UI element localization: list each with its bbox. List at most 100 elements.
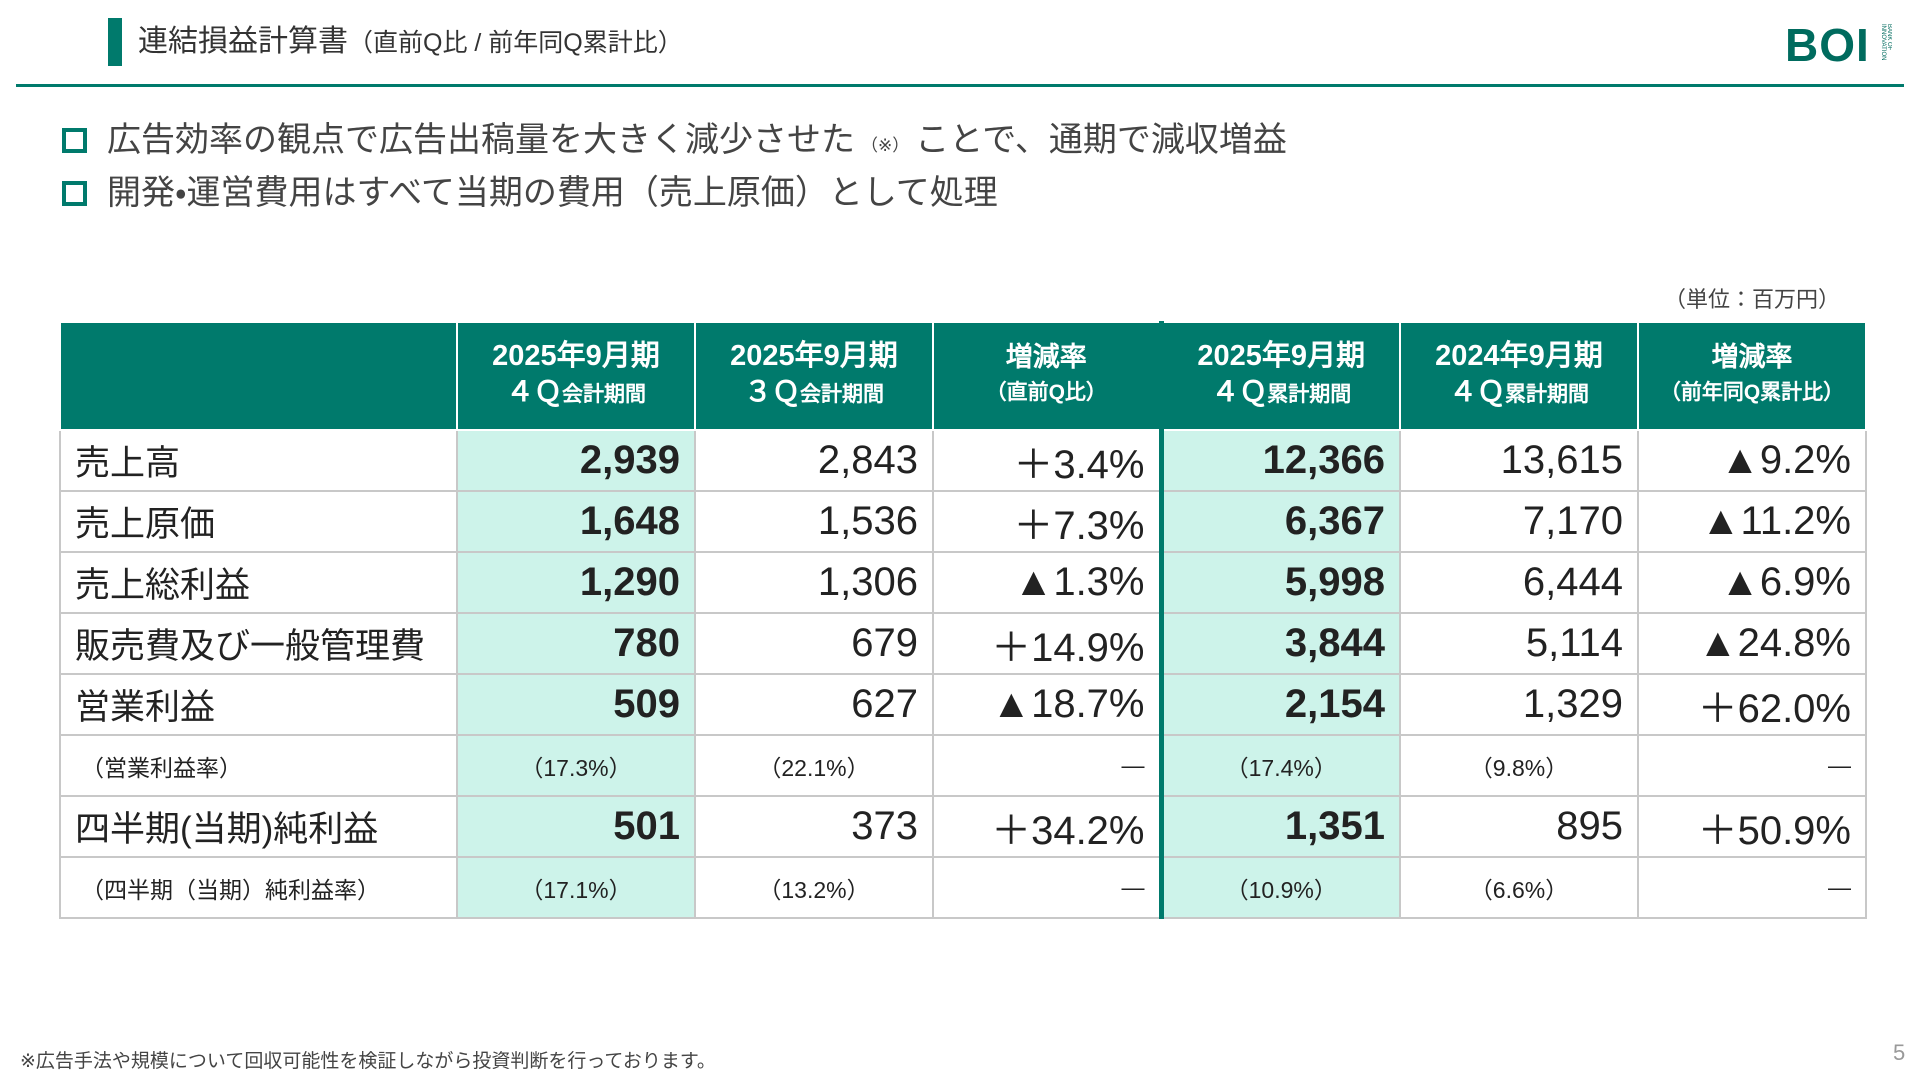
row-label: 売上原価 <box>59 490 458 553</box>
table-cell: 1,536 <box>694 490 934 553</box>
table-cell: 780 <box>456 612 696 675</box>
table-cell: 509 <box>456 673 696 736</box>
logo: BOI <box>1785 19 1870 71</box>
table-row: （四半期（当期）純利益率） （17.1%） （13.2%） — （10.9%） （6.6%… <box>59 856 1867 919</box>
column-header-line: 増減率 <box>1005 342 1087 372</box>
bullet-text: 開発・運営費用はすべて当期の費用（売上原価）として処理 <box>107 174 998 212</box>
table-cell: （17.4%） <box>1160 734 1401 797</box>
header-cell <box>59 321 458 431</box>
slide-title: 連結損益計算書（直前Q比 / 前年同Q累計比） <box>138 20 683 65</box>
table-cell: 501 <box>456 795 696 858</box>
column-header-line: 2025年9月期 <box>492 339 660 372</box>
column-header-period: （前年同Q累計比） <box>1659 381 1845 404</box>
table-cell: ＋3.4% <box>932 429 1164 492</box>
table-cell: （9.8%） <box>1399 734 1639 797</box>
page-number: 5 <box>1893 1040 1906 1065</box>
row-label: 四半期(当期)純利益 <box>59 795 458 858</box>
table-row: 販売費及び一般管理費 780 679 ＋14.9% 3,844 5,114 ▲24.8% <box>59 612 1867 675</box>
unit-label: （単位：百万円） <box>1663 287 1840 312</box>
table-cell: ＋62.0% <box>1637 673 1867 736</box>
column-header-line: 2025年9月期 <box>1197 339 1366 372</box>
table-cell: 373 <box>694 795 934 858</box>
table-cell: 2,154 <box>1160 673 1401 736</box>
table-cell: 6,367 <box>1160 490 1401 553</box>
table-cell: 1,329 <box>1399 673 1639 736</box>
table-cell: ＋50.9% <box>1637 795 1867 858</box>
title-text: 連結損益計算書 <box>138 25 348 58</box>
row-label: 売上総利益 <box>59 551 458 614</box>
table-cell: 6,444 <box>1399 551 1639 614</box>
title-subtitle: （直前Q比 / 前年同Q累計比） <box>348 29 683 57</box>
column-header: 2025年9月期 ４Ｑ会計期間 <box>456 321 696 431</box>
column-header-quarter: ４Ｑ <box>505 375 562 407</box>
column-header: 増減率 （前年同Q累計比） <box>1637 321 1867 431</box>
bullet-icon <box>62 181 87 206</box>
column-header-period: 会計期間 <box>562 382 646 406</box>
table-cell: （17.3%） <box>456 734 696 797</box>
table-cell: （10.9%） <box>1160 856 1401 919</box>
table-row: 売上原価 1,648 1,536 ＋7.3% 6,367 7,170 ▲11.2% <box>59 490 1867 553</box>
table-cell: （17.1%） <box>456 856 696 919</box>
table-cell: 1,648 <box>456 490 696 553</box>
column-header-period: 会計期間 <box>800 382 884 406</box>
column-header-quarter: ４Ｑ <box>1448 375 1505 407</box>
bullet-icon <box>62 128 87 153</box>
bullet-note: （※） <box>861 136 910 155</box>
title-accent <box>108 18 122 66</box>
row-label: （営業利益率） <box>59 734 458 797</box>
logo-tagline: BANK OF INNOVATION <box>1882 24 1892 61</box>
column-header-period: 累計期間 <box>1267 382 1352 406</box>
column-header-quarter: ３Ｑ <box>743 375 800 407</box>
bullet: 広告効率の観点で広告出稿量を大きく減少させた （※） ことで、通期で減収増益 <box>62 112 1287 161</box>
table-row: 営業利益 509 627 ▲18.7% 2,154 1,329 ＋62.0% <box>59 673 1867 736</box>
column-header-period: （直前Q比） <box>985 381 1107 404</box>
row-label: （四半期（当期）純利益率） <box>59 856 458 919</box>
table-cell: （6.6%） <box>1399 856 1639 919</box>
column-header: 増減率 （直前Q比） <box>932 321 1164 431</box>
income-table: 2025年9月期 ４Ｑ会計期間 2025年9月期 ３Ｑ会計期間 増減率 （直前Q比） 202… <box>59 321 1867 919</box>
table-cell: 7,170 <box>1399 490 1639 553</box>
table-cell: 2,843 <box>694 429 934 492</box>
table-cell: ＋14.9% <box>932 612 1164 675</box>
row-label: 売上高 <box>59 429 458 492</box>
table-cell: ▲1.3% <box>932 551 1164 614</box>
column-header-quarter: ４Ｑ <box>1211 375 1268 407</box>
table-cell: 13,615 <box>1399 429 1639 492</box>
table-cell: ＋34.2% <box>932 795 1164 858</box>
table-cell: 12,366 <box>1160 429 1401 492</box>
table-cell: 3,844 <box>1160 612 1401 675</box>
table-cell: ▲11.2% <box>1637 490 1867 553</box>
column-header-period: 累計期間 <box>1505 382 1589 406</box>
bullet-text: 広告効率の観点で広告出稿量を大きく減少させた <box>107 121 855 159</box>
table-cell: 895 <box>1399 795 1639 858</box>
column-header-line: 2025年9月期 <box>730 339 898 372</box>
column-header-line: 増減率 <box>1711 342 1793 372</box>
table-cell: ▲9.2% <box>1637 429 1867 492</box>
table-cell: ▲6.9% <box>1637 551 1867 614</box>
table-cell: 627 <box>694 673 934 736</box>
column-header: 2025年9月期 ４Ｑ累計期間 <box>1160 321 1401 431</box>
bullet-text: ことで、通期で減収増益 <box>915 121 1287 159</box>
table-cell: ▲18.7% <box>932 673 1164 736</box>
column-header: 2024年9月期 ４Ｑ累計期間 <box>1399 321 1639 431</box>
table-cell: 1,306 <box>694 551 934 614</box>
table-cell: 1,290 <box>456 551 696 614</box>
row-label: 販売費及び一般管理費 <box>59 612 458 675</box>
header-rule <box>16 84 1904 87</box>
table-row: 売上総利益 1,290 1,306 ▲1.3% 5,998 6,444 ▲6.9% <box>59 551 1867 614</box>
table-row: 売上高 2,939 2,843 ＋3.4% 12,366 13,615 ▲9.2% <box>59 429 1867 492</box>
table-cell: （13.2%） <box>694 856 934 919</box>
table-cell: （22.1%） <box>694 734 934 797</box>
table-row: （営業利益率） （17.3%） （22.1%） — （17.4%） （9.8%） — <box>59 734 1867 797</box>
column-header-line: 2024年9月期 <box>1435 339 1603 372</box>
table-cell: ＋7.3% <box>932 490 1164 553</box>
table-cell: 5,998 <box>1160 551 1401 614</box>
table-cell: — <box>1637 734 1867 797</box>
table-cell: 5,114 <box>1399 612 1639 675</box>
bullet: 開発・運営費用はすべて当期の費用（売上原価）として処理 <box>62 165 998 214</box>
row-label: 営業利益 <box>59 673 458 736</box>
table-cell: 1,351 <box>1160 795 1401 858</box>
header-row: 2025年9月期 ４Ｑ会計期間 2025年9月期 ３Ｑ会計期間 増減率 （直前Q比） 202… <box>59 321 1867 431</box>
table-cell: — <box>1637 856 1867 919</box>
